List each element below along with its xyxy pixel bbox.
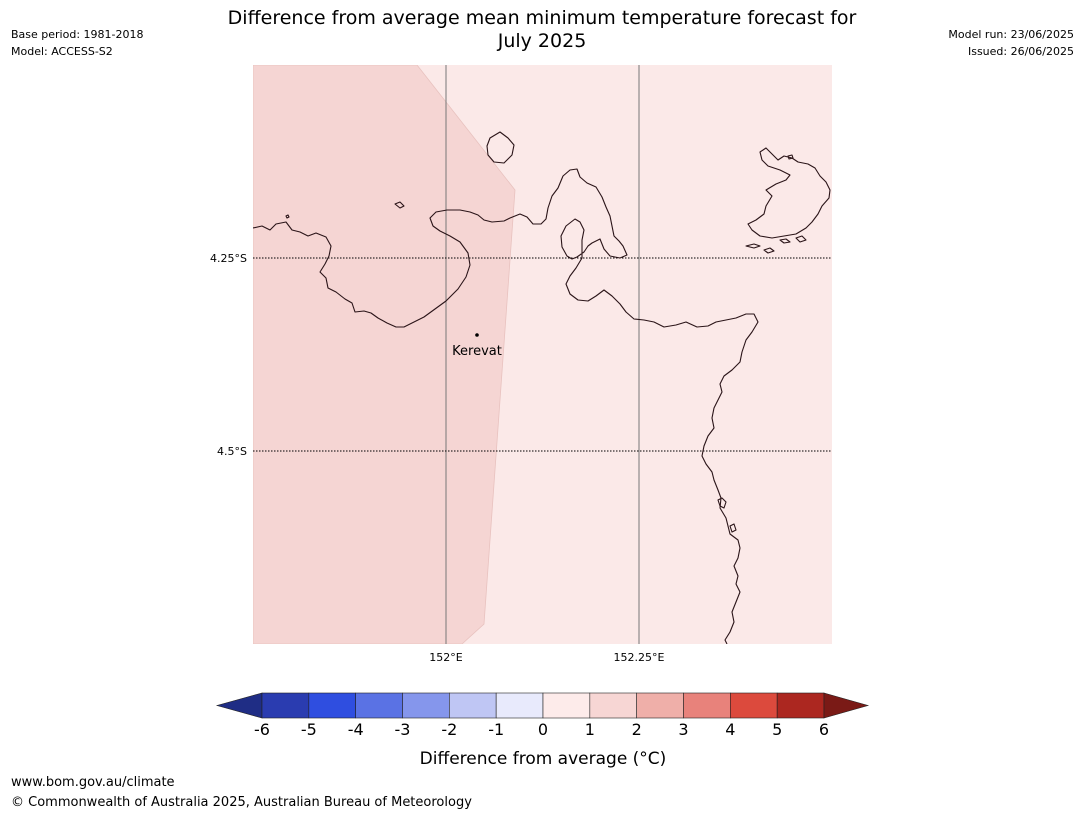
colorbar-tick-label: -6 [254,720,270,739]
model-text: Model: ACCESS-S2 [11,45,113,58]
colorbar-segment [495,692,544,719]
colorbar-over-arrow [823,692,870,719]
map-title-line1: Difference from average mean minimum tem… [227,7,857,29]
coastline [253,131,831,644]
colorbar-tick-label: -2 [441,720,457,739]
footer-url: www.bom.gov.au/climate [11,775,175,790]
colorbar-tick-label: 5 [772,720,782,739]
colorbar-tick-label: -4 [348,720,364,739]
colorbar-segment [636,692,684,719]
colorbar: -6 -5 -4 -3 -2 -1 0 1 2 3 4 5 6 Difference from aver… [215,692,870,769]
colorbar-segment [261,692,310,719]
colorbar-segment [542,692,591,719]
colorbar-segment [730,692,778,719]
colorbar-tick-label: -5 [301,720,317,739]
coastline-islet-1 [394,201,405,209]
footer-copyright: © Commonwealth of Australia 2025, Austra… [11,795,472,810]
coastline-duke-of-york [747,147,831,239]
coastline-mainland [253,168,759,644]
colorbar-tick-label: 3 [678,720,688,739]
lon-label-152-25e: 152.25°E [614,651,665,664]
map-title-line2: July 2025 [497,30,587,52]
colorbar-segment [683,692,731,719]
kerevat-label: Kerevat [452,344,502,359]
kerevat-marker [475,333,479,337]
map-panel: Kerevat [253,65,832,644]
coastline-islet-3 [745,243,761,249]
coastline-islet-7 [787,154,794,160]
colorbar-segment [589,692,637,719]
colorbar-tick-label: 2 [632,720,642,739]
base-period-text: Base period: 1981-2018 [11,28,144,41]
coastline-island-north [486,131,515,164]
colorbar-tick-label: -1 [488,720,504,739]
coastline-islet-4 [763,247,775,254]
colorbar-tick-label: -3 [395,720,411,739]
coastline-islet-6 [795,235,807,243]
colorbar-segment [776,692,825,719]
coastline-islet-9 [729,523,737,533]
map-title: Difference from average mean minimum tem… [142,7,942,53]
colorbar-tick-label: 4 [725,720,735,739]
colorbar-tick-label: 0 [538,720,548,739]
colorbar-under-arrow [215,692,263,719]
colorbar-tick-label: 1 [585,720,595,739]
coastline-islet-5 [779,238,791,244]
colorbar-segment [449,692,497,719]
coastline-islet-8 [717,497,727,509]
model-run-text: Model run: 23/06/2025 [948,28,1074,41]
colorbar-segment [402,692,450,719]
colorbar-title: Difference from average (°C) [420,749,667,769]
colorbar-segment [355,692,403,719]
lat-label-4-5s: 4.5°S [217,445,247,458]
coastline-islet-2 [285,214,290,219]
colorbar-segment [308,692,356,719]
metadata-left: Base period: 1981-2018 Model: ACCESS-S2 [11,26,143,60]
lon-label-152e: 152°E [429,651,462,664]
colorbar-tick-label: 6 [819,720,829,739]
lat-label-4-25s: 4.25°S [210,252,247,265]
metadata-right: Model run: 23/06/2025 Issued: 26/06/2025 [948,26,1074,60]
issued-text: Issued: 26/06/2025 [967,45,1074,58]
